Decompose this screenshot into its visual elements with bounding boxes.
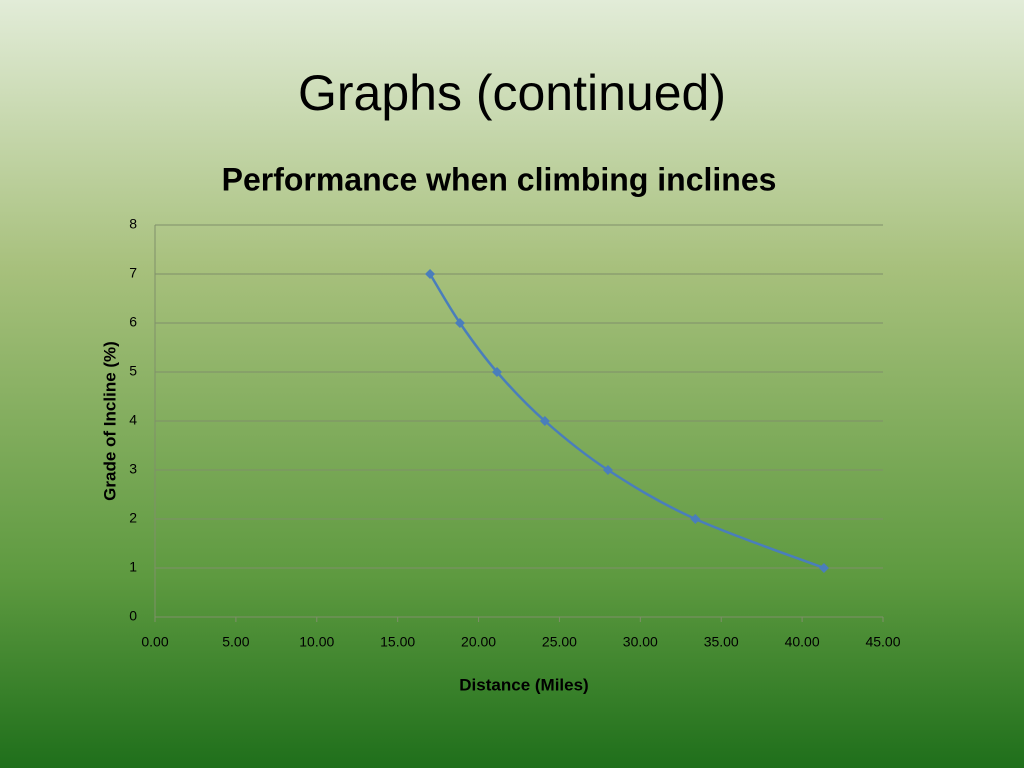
y-tick-label: 5 bbox=[129, 363, 137, 379]
y-tick-label: 0 bbox=[129, 608, 137, 624]
marker bbox=[425, 269, 436, 279]
x-axis-title: Distance (Miles) bbox=[459, 675, 588, 694]
y-tick-label: 2 bbox=[129, 510, 137, 526]
x-tick-label: 5.00 bbox=[222, 634, 249, 650]
x-tick-label: 15.00 bbox=[380, 634, 415, 650]
x-tick-label: 30.00 bbox=[623, 634, 658, 650]
chart-title: Performance when climbing inclines bbox=[222, 161, 777, 197]
marker bbox=[491, 367, 502, 377]
x-tick-label: 0.00 bbox=[141, 634, 168, 650]
marker bbox=[539, 416, 550, 426]
marker bbox=[818, 563, 829, 573]
y-axis-title: Grade of Incline (%) bbox=[100, 341, 119, 501]
y-tick-label: 4 bbox=[129, 412, 137, 428]
x-tick-label: 40.00 bbox=[785, 634, 820, 650]
marker bbox=[454, 318, 465, 328]
y-tick-label: 8 bbox=[129, 216, 137, 232]
marker bbox=[602, 465, 613, 475]
marker bbox=[690, 514, 701, 524]
slide-title: Graphs (continued) bbox=[298, 65, 726, 121]
x-tick-label: 45.00 bbox=[865, 634, 900, 650]
x-tick-label: 10.00 bbox=[299, 634, 334, 650]
y-tick-label: 3 bbox=[129, 461, 137, 477]
series-line bbox=[428, 273, 825, 570]
x-tick-label: 35.00 bbox=[704, 634, 739, 650]
y-tick-label: 1 bbox=[129, 559, 137, 575]
x-tick-label: 20.00 bbox=[461, 634, 496, 650]
x-tick-label: 25.00 bbox=[542, 634, 577, 650]
y-tick-label: 6 bbox=[129, 314, 137, 330]
y-tick-label: 7 bbox=[129, 265, 137, 281]
